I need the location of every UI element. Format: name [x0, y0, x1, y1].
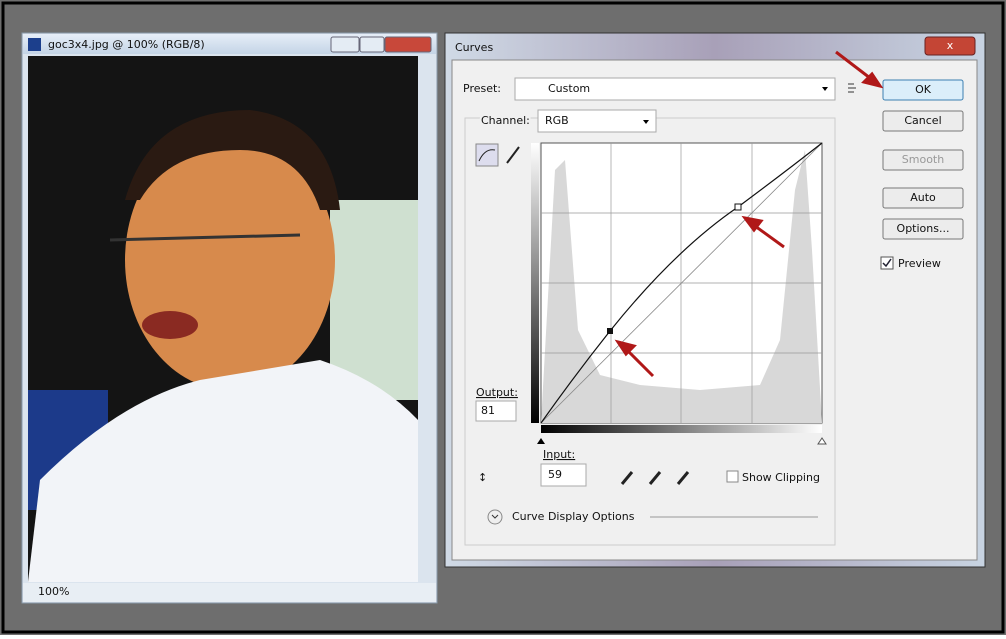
close-button[interactable] — [924, 36, 976, 56]
preset-dropdown[interactable] — [514, 77, 836, 101]
channel-label: Channel: — [481, 114, 530, 127]
button-label: Options... — [897, 222, 950, 235]
button[interactable] — [882, 149, 964, 171]
output-label: Output: — [476, 386, 518, 399]
expand-button[interactable] — [487, 509, 503, 525]
image-window: goc3x4.jpg @ 100% (RGB/8) 100% — [21, 32, 438, 604]
button-label: OK — [915, 83, 932, 96]
close-icon: x — [947, 39, 954, 52]
curves-dialog: Curves x Preset: Custom OK Cancel Smooth Au… — [444, 32, 986, 568]
close[interactable] — [384, 36, 432, 53]
channel-dropdown[interactable] — [537, 109, 657, 133]
dialog-title: Curves — [455, 41, 493, 54]
preview-checkbox[interactable] — [880, 256, 894, 270]
annotations — [614, 50, 884, 378]
output-value: 81 — [481, 404, 495, 417]
input-label: Input: — [543, 448, 575, 461]
button[interactable] — [882, 187, 964, 209]
button[interactable] — [882, 110, 964, 132]
minimize[interactable] — [330, 36, 360, 53]
zoom-level: 100% — [38, 585, 69, 598]
button[interactable] — [882, 79, 964, 101]
preset-value: Custom — [548, 82, 590, 95]
button[interactable] — [882, 218, 964, 240]
window-title: goc3x4.jpg @ 100% (RGB/8) — [48, 38, 205, 51]
curve-tool[interactable] — [475, 143, 499, 167]
output-field[interactable] — [475, 400, 517, 422]
display-options: Curve Display Options — [512, 510, 635, 523]
input-field[interactable] — [540, 463, 587, 487]
button-label: Cancel — [904, 114, 941, 127]
button-label: Smooth — [902, 153, 944, 166]
adjust-tool[interactable]: ↕ — [478, 471, 487, 484]
input-value: 59 — [548, 468, 562, 481]
button-label: Auto — [910, 191, 936, 204]
show-clipping: Show Clipping — [742, 471, 820, 484]
clipping-checkbox[interactable] — [726, 470, 739, 483]
preview-label: Preview — [898, 257, 941, 270]
preset-label: Preset: — [463, 82, 501, 95]
channel-value: RGB — [545, 114, 569, 127]
maximize[interactable] — [359, 36, 385, 53]
